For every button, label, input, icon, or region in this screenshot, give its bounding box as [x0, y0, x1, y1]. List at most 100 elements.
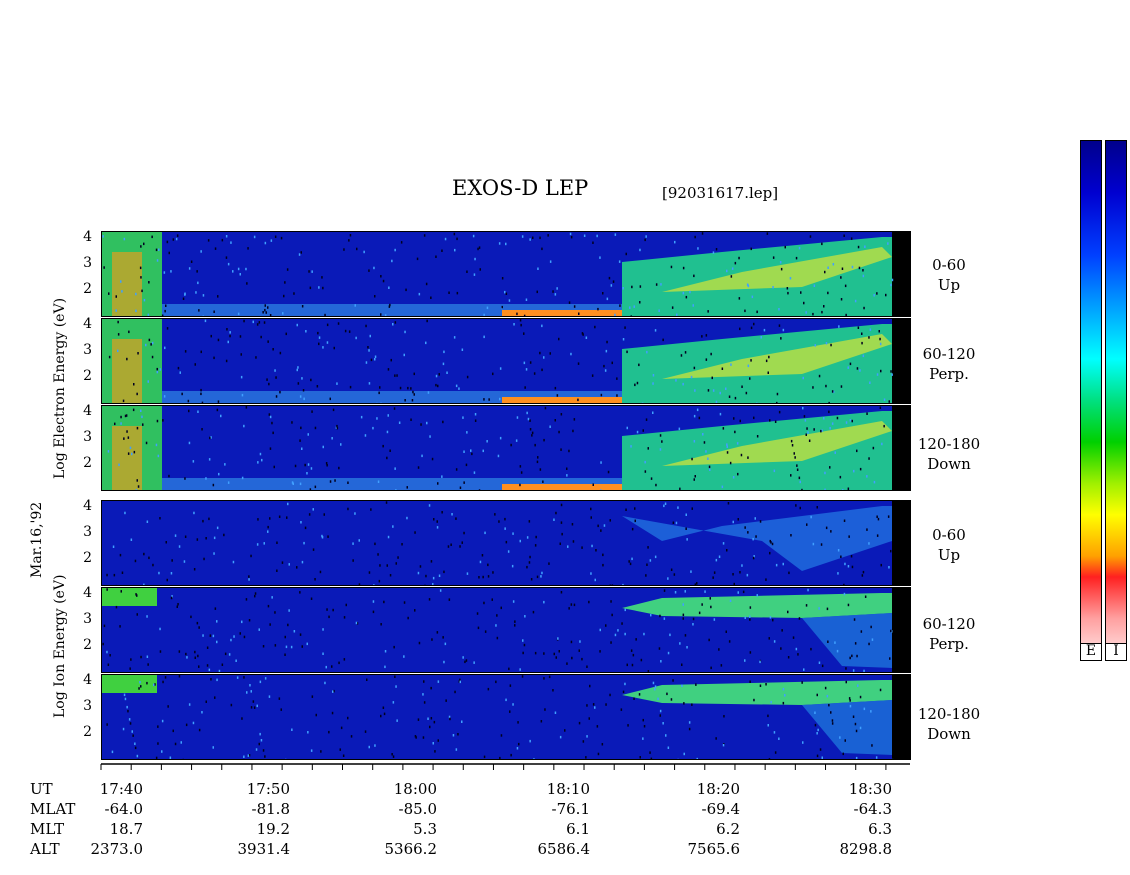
noise-speck	[382, 706, 385, 709]
noise-speck	[601, 743, 604, 746]
noise-speck	[693, 274, 695, 278]
noise-speck	[379, 564, 381, 567]
noise-speck	[283, 294, 285, 298]
noise-speck	[182, 297, 185, 300]
noise-speck	[137, 758, 139, 759]
noise-speck	[634, 519, 636, 523]
noise-speck	[417, 466, 420, 469]
noise-speck	[803, 415, 806, 418]
noise-speck	[513, 323, 515, 326]
noise-speck	[332, 608, 334, 612]
noise-speck	[339, 748, 341, 751]
noise-speck	[862, 269, 864, 272]
noise-speck	[723, 715, 725, 718]
noise-speck	[649, 751, 651, 754]
noise-speck	[115, 605, 118, 609]
noise-speck	[805, 604, 808, 607]
noise-speck	[368, 745, 370, 749]
noise-speck	[609, 693, 611, 697]
ion-beam	[622, 593, 892, 618]
noise-speck	[139, 681, 141, 684]
noise-speck	[828, 703, 830, 707]
noise-speck	[454, 248, 456, 252]
noise-speck	[437, 384, 439, 388]
noise-speck	[817, 728, 819, 732]
noise-speck	[138, 687, 140, 690]
noise-speck	[243, 319, 245, 323]
noise-speck	[849, 656, 851, 660]
noise-speck	[804, 419, 807, 422]
noise-speck	[404, 330, 406, 334]
noise-speck	[547, 234, 549, 237]
noise-speck	[483, 335, 485, 339]
y-tick-label: 4	[83, 316, 92, 332]
noise-speck	[257, 461, 259, 464]
noise-speck	[163, 271, 166, 274]
noise-speck	[795, 256, 798, 260]
noise-speck	[773, 731, 776, 734]
noise-speck	[560, 521, 563, 524]
noise-speck	[414, 735, 417, 738]
noise-speck	[863, 669, 865, 672]
noise-speck	[302, 389, 305, 392]
noise-speck	[494, 513, 496, 516]
noise-speck	[531, 431, 534, 435]
noise-speck	[312, 508, 314, 511]
noise-speck	[705, 358, 708, 361]
noise-speck	[374, 542, 376, 546]
pitch-angle-label: 60-120 Perp.	[914, 614, 984, 654]
noise-speck	[484, 531, 486, 535]
noise-speck	[554, 386, 557, 390]
noise-speck	[216, 640, 218, 644]
noise-speck	[136, 613, 138, 616]
noise-speck	[147, 313, 150, 316]
noise-speck	[744, 659, 746, 662]
noise-speck	[258, 742, 260, 746]
noise-speck	[499, 756, 501, 759]
y-tick-label: 4	[83, 585, 92, 601]
noise-speck	[889, 657, 891, 660]
noise-speck	[828, 410, 830, 414]
noise-speck	[243, 676, 245, 679]
noise-speck	[285, 645, 288, 649]
noise-speck	[435, 374, 438, 378]
noise-speck	[260, 335, 262, 339]
noise-speck	[373, 266, 375, 270]
noise-speck	[347, 481, 349, 484]
noise-speck	[863, 707, 866, 711]
noise-speck	[322, 286, 324, 290]
noise-speck	[726, 443, 728, 446]
noise-speck	[710, 666, 712, 670]
noise-speck	[204, 319, 207, 323]
noise-speck	[325, 462, 328, 465]
noise-speck	[213, 356, 215, 360]
noise-speck	[380, 714, 382, 718]
noise-speck	[868, 457, 870, 460]
noise-speck	[178, 545, 181, 548]
noise-speck	[278, 515, 281, 518]
noise-speck	[487, 563, 489, 567]
noise-speck	[410, 418, 412, 421]
noise-speck	[157, 454, 160, 458]
noise-speck	[831, 390, 834, 393]
noise-speck	[345, 603, 347, 607]
noise-speck	[301, 645, 303, 648]
noise-speck	[662, 338, 664, 342]
noise-speck	[293, 292, 295, 295]
noise-speck	[678, 427, 681, 431]
noise-speck	[824, 471, 826, 475]
noise-speck	[622, 583, 624, 585]
noise-speck	[482, 449, 484, 453]
noise-speck	[827, 266, 829, 269]
noise-speck	[630, 315, 632, 316]
noise-speck	[131, 730, 133, 733]
noise-speck	[372, 610, 375, 614]
data-gap	[892, 319, 910, 403]
noise-speck	[224, 463, 226, 466]
noise-speck	[417, 718, 420, 721]
noise-speck	[787, 610, 789, 614]
noise-speck	[810, 647, 812, 651]
noise-speck	[779, 261, 782, 264]
noise-speck	[675, 379, 677, 382]
noise-speck	[597, 307, 599, 311]
